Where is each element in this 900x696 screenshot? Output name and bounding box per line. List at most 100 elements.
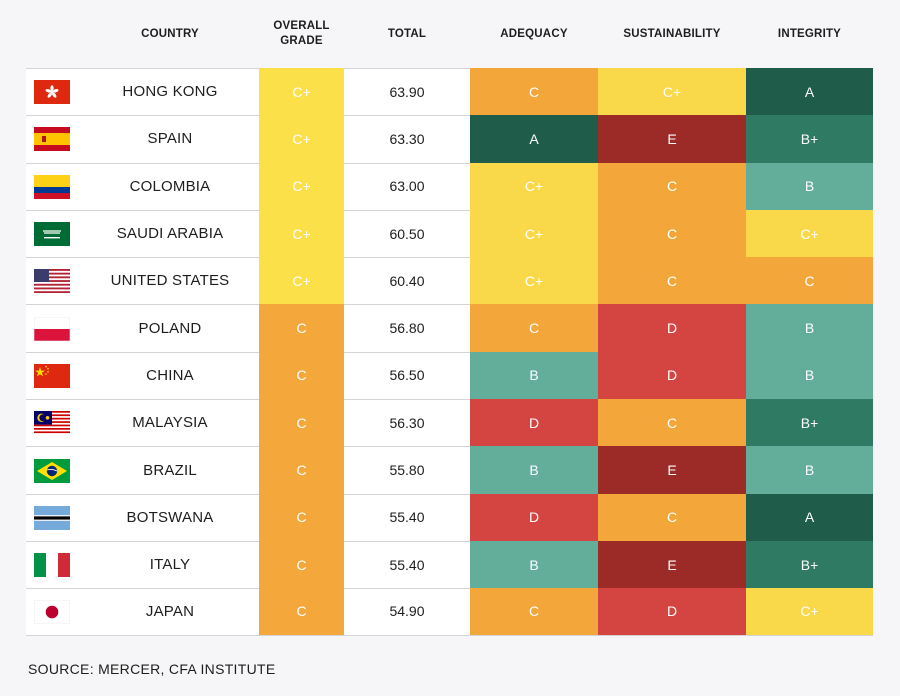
overall-grade-cell: C+: [259, 115, 344, 163]
sustainability-grade-cell: C: [598, 162, 746, 210]
adequacy-grade-cell: D: [470, 493, 598, 541]
header-adequacy: ADEQUACY: [500, 27, 568, 40]
brazil-flag-icon: [29, 447, 75, 493]
country-name: MALAYSIA: [132, 414, 208, 432]
integrity-grade-cell: C: [746, 257, 873, 305]
overall-grade-cell: C: [259, 493, 344, 541]
adequacy-grade-cell: D: [470, 399, 598, 447]
adequacy-grade-cell: A: [470, 115, 598, 163]
sustainability-grade-cell: E: [598, 446, 746, 494]
overall-grade-cell: C+: [259, 257, 344, 305]
malaysia-flag-icon: [29, 400, 75, 446]
adequacy-grade-cell: C+: [470, 209, 598, 258]
sustainability-grade-cell: E: [598, 540, 746, 589]
adequacy-grade-cell: C+: [470, 257, 598, 305]
header-country: COUNTRY: [141, 27, 199, 40]
sustainability-grade-cell: D: [598, 588, 746, 635]
sustainability-grade-cell: C: [598, 493, 746, 541]
adequacy-grade-cell: B: [470, 446, 598, 494]
sustainability-grade-cell: E: [598, 115, 746, 163]
header-integrity: INTEGRITY: [777, 27, 842, 40]
sustainability-grade-cell: D: [598, 351, 746, 400]
integrity-grade-cell: B+: [746, 115, 873, 163]
overall-grade-cell: C: [259, 446, 344, 494]
table-row: CHINA C 56.50 B D B: [26, 351, 873, 400]
japan-flag-icon: [29, 589, 75, 634]
integrity-grade-cell: B+: [746, 399, 873, 447]
total-score-cell: 56.80: [389, 320, 425, 337]
integrity-grade-cell: B: [746, 304, 873, 352]
adequacy-grade-cell: B: [470, 351, 598, 400]
table-row: ITALY C 55.40 B E B+: [26, 540, 873, 589]
country-name: JAPAN: [145, 602, 195, 620]
total-score-cell: 60.40: [389, 272, 425, 289]
overall-grade-cell: C: [259, 588, 344, 635]
header-total: TOTAL: [387, 27, 427, 40]
overall-grade-cell: C: [259, 540, 344, 589]
table-row: SPAIN C+ 63.30 A E B+: [26, 115, 873, 163]
header-overall-grade: OVERALL GRADE: [273, 20, 330, 47]
adequacy-grade-cell: C: [470, 588, 598, 635]
table-row: UNITED STATES C+ 60.40 C+ C C: [26, 257, 873, 305]
sustainability-grade-cell: C+: [598, 68, 746, 116]
table-row: MALAYSIA C 56.30 D C B+: [26, 399, 873, 447]
sustainability-grade-cell: C: [598, 399, 746, 447]
botswana-flag-icon: [29, 495, 75, 541]
adequacy-grade-cell: C: [470, 304, 598, 352]
united-states-flag-icon: [29, 258, 75, 304]
integrity-grade-cell: B+: [746, 540, 873, 589]
country-name: UNITED STATES: [110, 272, 230, 290]
integrity-grade-cell: C+: [746, 588, 873, 635]
total-score-cell: 63.30: [389, 130, 425, 147]
overall-grade-cell: C+: [259, 68, 344, 116]
table-row: BOTSWANA C 55.40 D C A: [26, 493, 873, 541]
country-name: CHINA: [146, 366, 194, 384]
country-name: SPAIN: [147, 130, 193, 148]
integrity-grade-cell: A: [746, 493, 873, 541]
total-score-cell: 55.80: [389, 462, 425, 479]
table-row: BRAZIL C 55.80 B E B: [26, 446, 873, 494]
country-name: HONG KONG: [122, 83, 218, 101]
sustainability-grade-cell: C: [598, 257, 746, 305]
country-name: POLAND: [138, 319, 202, 337]
integrity-grade-cell: B: [746, 351, 873, 400]
integrity-grade-cell: B: [746, 446, 873, 494]
total-score-cell: 55.40: [389, 509, 425, 526]
china-flag-icon: [29, 353, 75, 399]
adequacy-grade-cell: B: [470, 540, 598, 589]
sustainability-grade-cell: C: [598, 209, 746, 258]
country-name: ITALY: [149, 556, 191, 574]
table-row: JAPAN C 54.90 C D C+: [26, 588, 873, 636]
overall-grade-cell: C: [259, 304, 344, 352]
total-score-cell: 55.40: [389, 556, 425, 573]
grades-table: HONG KONG C+ 63.90 C C+ A SPAIN C+ 63.30 A E B+ COLO…: [26, 68, 873, 636]
table-row: POLAND C 56.80 C D B: [26, 304, 873, 352]
country-name: SAUDI ARABIA: [116, 225, 224, 243]
overall-grade-cell: C: [259, 399, 344, 447]
country-name: BRAZIL: [143, 461, 197, 479]
total-score-cell: 60.50: [389, 225, 425, 242]
total-score-cell: 56.50: [389, 367, 425, 384]
country-name: BOTSWANA: [126, 508, 214, 526]
source-note: SOURCE: MERCER, CFA INSTITUTE: [28, 661, 276, 677]
saudi-arabia-flag-icon: [29, 211, 75, 257]
total-score-cell: 54.90: [389, 603, 425, 620]
total-score-cell: 63.90: [389, 83, 425, 100]
spain-flag-icon: [29, 116, 75, 162]
adequacy-grade-cell: C: [470, 68, 598, 116]
integrity-grade-cell: C+: [746, 209, 873, 258]
overall-grade-cell: C: [259, 351, 344, 400]
integrity-grade-cell: B: [746, 162, 873, 210]
table-row: SAUDI ARABIA C+ 60.50 C+ C C+: [26, 209, 873, 258]
total-score-cell: 56.30: [389, 414, 425, 431]
italy-flag-icon: [29, 542, 75, 588]
adequacy-grade-cell: C+: [470, 162, 598, 210]
hong-kong-flag-icon: [29, 69, 75, 115]
overall-grade-cell: C+: [259, 162, 344, 210]
country-name: COLOMBIA: [129, 177, 211, 195]
colombia-flag-icon: [29, 164, 75, 210]
table-row: COLOMBIA C+ 63.00 C+ C B: [26, 162, 873, 210]
header-sustainability: SUSTAINABILITY: [623, 27, 721, 40]
total-score-cell: 63.00: [389, 178, 425, 195]
table-row: HONG KONG C+ 63.90 C C+ A: [26, 68, 873, 116]
